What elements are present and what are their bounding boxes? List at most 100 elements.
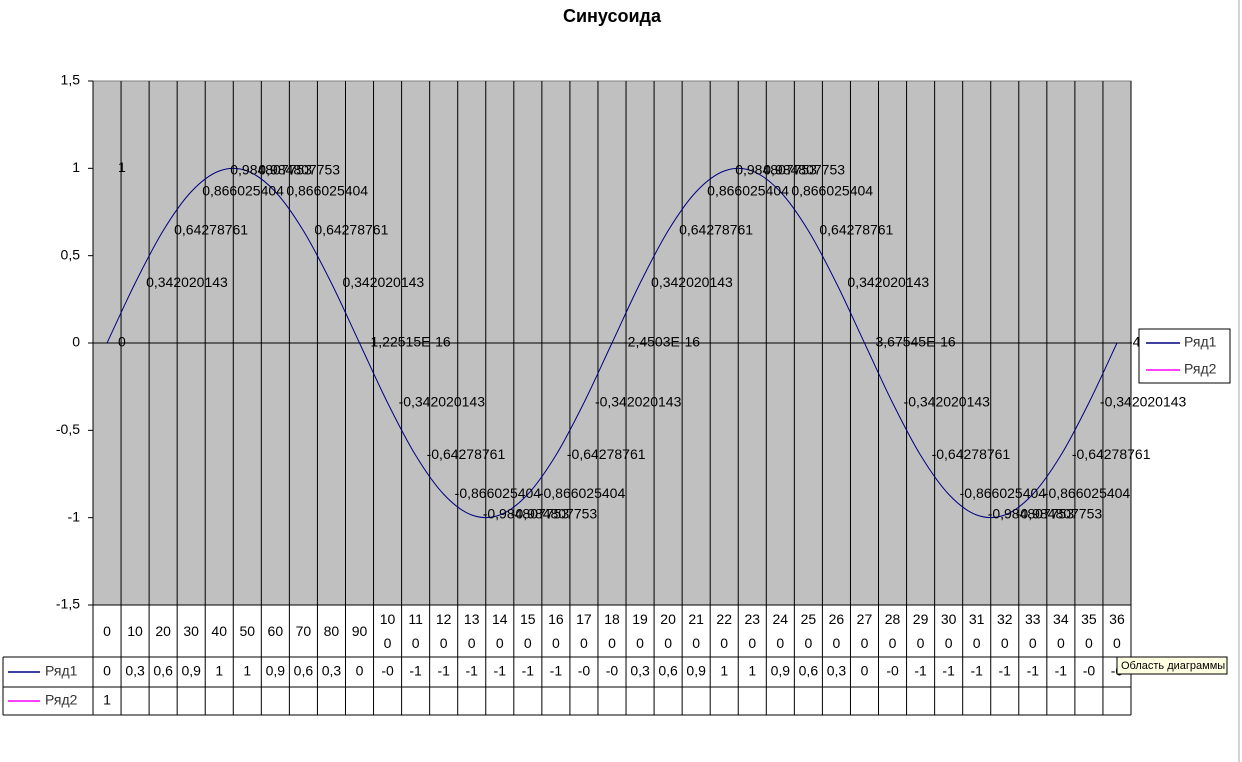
table-cell: -1 [550, 663, 563, 679]
x-tick-cell: 170 [576, 611, 592, 651]
x-tick-label: 10 [127, 623, 143, 639]
data-label: -0,866025404 [455, 485, 542, 501]
x-tick-wrap: 340 [1047, 605, 1075, 657]
x-tick-label: 130 [463, 611, 480, 651]
x-tick-label: 60 [267, 623, 284, 639]
table-cell: 0,9 [266, 663, 286, 679]
x-tick-label: 40 [211, 623, 227, 639]
data-label: -2,4503E-16 [623, 334, 700, 350]
data-label: 0,866025404 [202, 182, 284, 198]
table-cell: 1 [243, 663, 251, 679]
x-tick-label: 290 [912, 611, 929, 651]
x-tick-wrap: 350 [1075, 605, 1103, 657]
y-tick-label: -1 [68, 508, 81, 524]
data-label: -0,866025404 [539, 485, 626, 501]
x-tick-label: 220 [716, 611, 732, 651]
x-tick-label: 200 [660, 611, 676, 651]
x-tick-wrap: 200 [654, 605, 682, 657]
data-label: 0,342020143 [342, 274, 424, 290]
table-cell: 0,9 [771, 663, 791, 679]
x-tick-wrap: 180 [598, 605, 626, 657]
data-label: -0,64278761 [567, 446, 646, 462]
table-cell: 0 [103, 663, 111, 679]
x-tick-cell: 210 [688, 611, 704, 651]
x-tick-label: 230 [744, 611, 761, 651]
data-label: -0,866025404 [960, 485, 1047, 501]
y-tick-label: 1 [72, 159, 80, 175]
x-tick-label: 100 [379, 611, 396, 651]
data-label: -0,342020143 [399, 393, 486, 409]
table-cell: -1 [466, 663, 479, 679]
table-cell: -0 [578, 663, 591, 679]
table-cell: 1 [720, 663, 728, 679]
x-tick-cell: 20 [155, 623, 171, 639]
x-tick-wrap: 130 [458, 605, 486, 657]
legend [1138, 328, 1231, 384]
x-tick-label: 280 [884, 611, 901, 651]
table-cell: 0,9 [181, 663, 201, 679]
table-cell: -0 [1083, 663, 1096, 679]
data-label: -0,984807753 [988, 506, 1075, 522]
data-label: 3,67545E-16 [875, 334, 955, 350]
x-tick-cell: 60 [261, 605, 289, 657]
x-tick-label: 250 [800, 611, 817, 651]
data-label: 0,866025404 [791, 182, 873, 198]
x-tick-wrap: 290 [907, 605, 935, 657]
table-cell: 0,3 [125, 663, 145, 679]
x-tick-label: 20 [155, 623, 171, 639]
x-tick-wrap: 100 [374, 605, 402, 657]
x-tick-wrap: 40 [205, 605, 233, 657]
x-tick-label: 150 [520, 611, 536, 651]
table-cell: -1 [942, 663, 955, 679]
data-label: 0,984807753 [230, 162, 312, 178]
table-row-header: Ряд1 [45, 663, 78, 679]
data-label: 0,64278761 [174, 221, 248, 237]
x-tick-wrap: 320 [991, 605, 1019, 657]
table-cell: 0,3 [827, 663, 847, 679]
x-tick-wrap: 330 [1019, 605, 1047, 657]
x-tick-cell: 340 [1047, 605, 1075, 657]
table-cell: -1 [437, 663, 450, 679]
x-tick-wrap: 250 [794, 605, 822, 657]
x-tick-cell: 80 [323, 623, 340, 639]
x-tick-cell: 40 [205, 605, 233, 657]
y-tick-label: 0,5 [61, 246, 81, 262]
table-cell: -1 [999, 663, 1012, 679]
data-label: -0,342020143 [595, 393, 682, 409]
tooltip [1116, 656, 1228, 675]
x-tick-label: 300 [940, 611, 957, 651]
data-label: -0,984807753 [1016, 506, 1103, 522]
data-label: 0,984807753 [258, 162, 340, 178]
x-tick-label: 80 [323, 623, 340, 639]
table-cell: 0,9 [686, 663, 706, 679]
x-tick-cell: 150 [520, 611, 536, 651]
x-tick-wrap: 10 [121, 605, 149, 657]
x-tick-cell: 330 [1019, 605, 1047, 657]
data-label: 0,342020143 [651, 274, 733, 290]
table-cell: -1 [409, 663, 422, 679]
y-tick-label: 0 [72, 334, 80, 350]
x-tick-label: 310 [968, 611, 985, 651]
data-label: 0,342020143 [146, 274, 228, 290]
x-tick-label: 270 [856, 611, 873, 651]
table-cell: 0,6 [294, 663, 314, 679]
x-tick-label: 160 [548, 611, 564, 651]
x-tick-cell: 160 [548, 611, 564, 651]
table-cell: 0 [356, 663, 364, 679]
x-tick-label: 180 [604, 611, 620, 651]
table-cell: -1 [970, 663, 983, 679]
x-tick-wrap: 110 [402, 605, 430, 657]
table-cell: 0,3 [322, 663, 342, 679]
x-tick-wrap: 260 [822, 605, 850, 657]
table-cell: -0 [886, 663, 899, 679]
x-tick-label: 320 [996, 611, 1013, 651]
table-cell: 0,6 [799, 663, 819, 679]
x-tick-label: 120 [435, 611, 452, 651]
x-tick-label: 350 [1081, 611, 1097, 651]
x-tick-label: 340 [1053, 611, 1069, 651]
data-label: 0,984807753 [763, 162, 845, 178]
x-tick-wrap: 60 [261, 605, 289, 657]
table-cell: -0 [381, 663, 394, 679]
x-tick-label: 50 [239, 623, 256, 639]
